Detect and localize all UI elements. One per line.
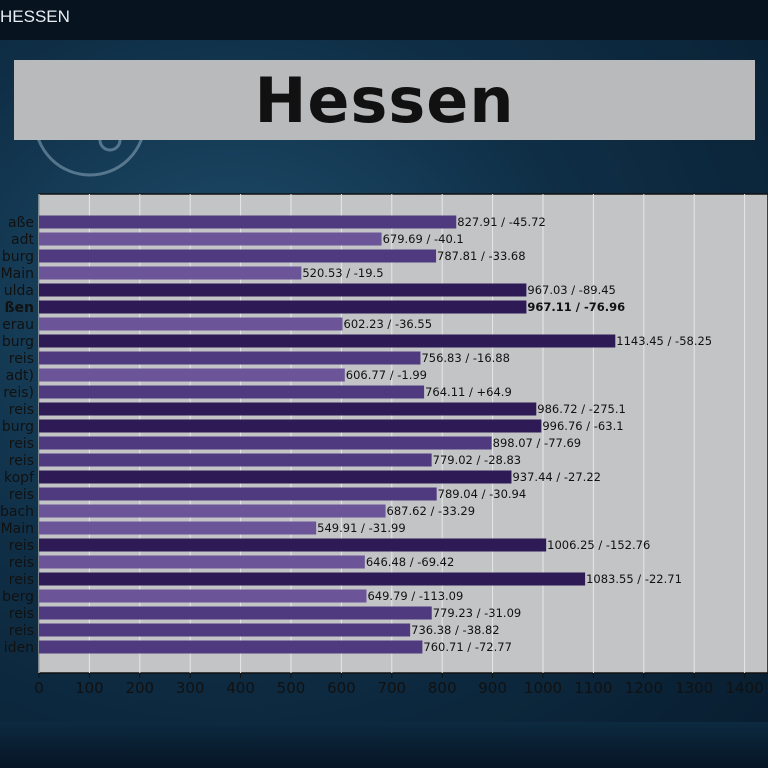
category-label: reis [9, 606, 34, 622]
bar-value-label: 996.76 / -63.1 [542, 419, 623, 433]
bar-value-label: 649.79 / -113.09 [367, 589, 463, 603]
bar-value-label: 1083.55 / -22.71 [586, 572, 682, 586]
category-label: reis [9, 487, 34, 503]
category-label: reis [9, 538, 34, 554]
bar [39, 487, 437, 501]
x-tick-label: 400 [226, 679, 255, 697]
bar [39, 623, 411, 637]
bar-value-label: 779.02 / -28.83 [433, 453, 522, 467]
bar [39, 538, 547, 552]
category-label: berg [2, 589, 34, 605]
bar [39, 300, 527, 314]
page-title: Hessen [254, 63, 515, 137]
category-label: reis [9, 453, 34, 469]
x-tick-label: 1100 [574, 679, 612, 697]
bar-value-label: 1143.45 / -58.25 [616, 334, 712, 348]
category-label: erau [2, 317, 34, 333]
x-tick-label: 800 [428, 679, 457, 697]
bar-value-label: 520.53 / -19.5 [302, 266, 383, 280]
bar [39, 351, 421, 365]
bar [39, 215, 457, 229]
bar-value-label: 986.72 / -275.1 [537, 402, 626, 416]
category-label: aße [8, 215, 34, 231]
title-panel: Hessen [14, 60, 755, 140]
x-tick-label: 500 [277, 679, 306, 697]
x-tick-label: 600 [327, 679, 356, 697]
bar [39, 334, 616, 348]
bar-value-label: 827.91 / -45.72 [457, 215, 545, 229]
bar [39, 249, 437, 263]
bar [39, 266, 302, 280]
top-bar: HESSEN [0, 0, 768, 40]
category-label: ßen [4, 300, 34, 316]
bar [39, 572, 586, 586]
bar-value-label: 606.77 / -1.99 [346, 368, 427, 382]
category-label: Main [1, 266, 34, 282]
bar-value-label: 779.23 / -31.09 [433, 606, 522, 620]
bar-value-label: 1006.25 / -152.76 [547, 538, 650, 552]
category-label: reis [9, 402, 34, 418]
x-tick-label: 0 [34, 679, 44, 697]
category-label: burg [2, 419, 34, 435]
bar-value-label: 937.44 / -27.22 [512, 470, 601, 484]
bar-value-label: 756.83 / -16.88 [421, 351, 510, 365]
bar [39, 504, 386, 518]
bar [39, 283, 527, 297]
category-label: reis [9, 623, 34, 639]
category-label: ulda [4, 283, 34, 299]
bar [39, 640, 423, 654]
bar-value-label: 687.62 / -33.29 [387, 504, 476, 518]
bar [39, 470, 512, 484]
bar [39, 436, 492, 450]
bar-value-label: 764.11 / +64.9 [425, 385, 512, 399]
bar [39, 385, 425, 399]
bar [39, 555, 365, 569]
x-tick-label: 100 [75, 679, 104, 697]
x-tick-label: 1000 [524, 679, 562, 697]
bar-value-label: 602.23 / -36.55 [344, 317, 433, 331]
x-tick-label: 1200 [625, 679, 663, 697]
bar-value-label: 760.71 / -72.77 [423, 640, 512, 654]
header-title: HESSEN [0, 7, 70, 26]
category-label: reis) [3, 385, 34, 401]
x-tick-label: 900 [478, 679, 507, 697]
x-tick-label: 200 [125, 679, 154, 697]
x-tick-label: 300 [176, 679, 205, 697]
category-label: burg [2, 249, 34, 265]
category-label: burg [2, 334, 34, 350]
bar-value-label: 789.04 / -30.94 [438, 487, 527, 501]
bar [39, 589, 367, 603]
category-label: reis [9, 436, 34, 452]
bar [39, 368, 345, 382]
bar-chart: 827.91 / -45.72 aße 679.69 / -40.1 adt 787.8… [0, 193, 768, 697]
bottom-bar [0, 722, 768, 768]
bar-value-label: 549.91 / -31.99 [317, 521, 406, 535]
bar [39, 232, 382, 246]
bar-value-label: 679.69 / -40.1 [383, 232, 464, 246]
category-label: kopf [4, 470, 35, 486]
bar [39, 317, 343, 331]
category-label: adt [11, 232, 34, 248]
bar-value-label: 898.07 / -77.69 [493, 436, 582, 450]
x-tick-label: 1400 [726, 679, 764, 697]
category-label: iden [4, 640, 34, 656]
bar [39, 521, 317, 535]
category-label: adt) [6, 368, 34, 384]
bar-value-label: 646.48 / -69.42 [366, 555, 455, 569]
bar [39, 606, 432, 620]
bar-value-label: 967.11 / -76.96 [527, 300, 625, 314]
bar [39, 402, 537, 416]
category-label: Main [1, 521, 34, 537]
bar [39, 453, 432, 467]
category-label: reis [9, 351, 34, 367]
category-label: reis [9, 555, 34, 571]
bar-value-label: 736.38 / -38.82 [411, 623, 500, 637]
bar-value-label: 967.03 / -89.45 [527, 283, 616, 297]
x-tick-label: 1300 [675, 679, 713, 697]
bar-value-label: 787.81 / -33.68 [437, 249, 526, 263]
category-label: bach [0, 504, 34, 520]
category-label: reis [9, 572, 34, 588]
x-tick-label: 700 [377, 679, 406, 697]
bar [39, 419, 542, 433]
